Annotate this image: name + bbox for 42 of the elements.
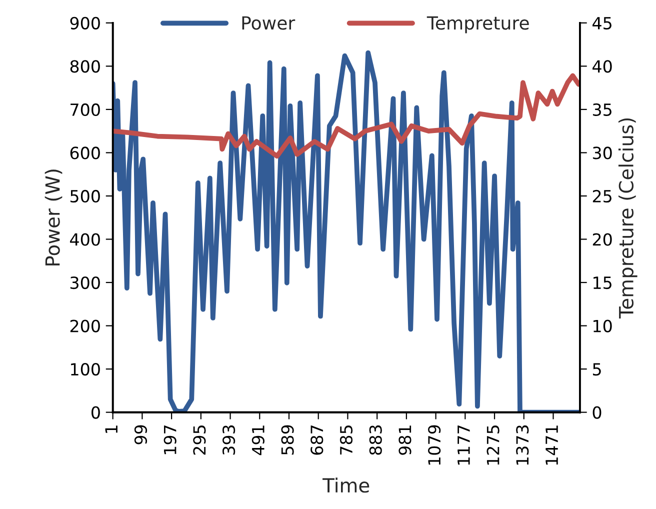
y-tick-label: 600 xyxy=(70,146,100,160)
y-tick-label: 0 xyxy=(92,406,100,419)
x-tick-label: 785 xyxy=(340,426,353,455)
y2-tick-label: 20 xyxy=(592,233,612,246)
y2-tick-label: 30 xyxy=(592,146,612,160)
y2-axis-title: Tempreture (Celcius) xyxy=(618,118,638,318)
x-tick-label: 1177 xyxy=(458,426,470,465)
x-tick-label: 197 xyxy=(164,426,176,454)
x-tick-label: 1275 xyxy=(486,426,500,465)
line-series xyxy=(112,73,580,159)
legend-label: Power xyxy=(242,16,296,30)
x-tick-label: 1079 xyxy=(428,425,441,465)
y2-tick-label: 0 xyxy=(592,406,602,419)
y2-tick-label: 15 xyxy=(594,276,612,290)
y-tick-label: 500 xyxy=(70,190,100,203)
x-tick-label: 981 xyxy=(398,426,412,455)
y-tick-label: 900 xyxy=(70,16,100,30)
x-tick-label: 883 xyxy=(369,425,382,455)
x-tick-label: 1373 xyxy=(516,425,529,465)
y2-tick-label: 45 xyxy=(592,17,612,30)
y-tick-label: 100 xyxy=(71,362,100,376)
y2-tick-label: 40 xyxy=(592,60,612,73)
y2-tick-label: 35 xyxy=(592,103,612,116)
x-tick-label: 589 xyxy=(281,425,294,455)
x-tick-label: 295 xyxy=(193,426,206,455)
x-tick-label: 491 xyxy=(252,426,264,456)
y-tick-label: 300 xyxy=(70,276,100,290)
x-tick-label: 687 xyxy=(310,426,324,455)
y-tick-label: 700 xyxy=(70,103,100,116)
x-tick-label: 1471 xyxy=(546,426,558,465)
y2-tick-label: 25 xyxy=(592,190,612,203)
x-tick-label: 393 xyxy=(222,425,236,455)
x-tick-label: 1 xyxy=(105,426,118,433)
y-tick-label: 200 xyxy=(70,320,100,332)
x-axis-title: Time xyxy=(322,478,370,493)
x-tick-label: 99 xyxy=(134,425,148,444)
y-tick-label: 400 xyxy=(70,233,100,246)
y-axis-title: Power (W) xyxy=(44,170,62,266)
y2-tick-label: 5 xyxy=(592,363,601,376)
legend-label: Tempreture xyxy=(426,16,529,34)
y-tick-label: 800 xyxy=(70,60,100,73)
y2-tick-label: 10 xyxy=(594,320,612,332)
